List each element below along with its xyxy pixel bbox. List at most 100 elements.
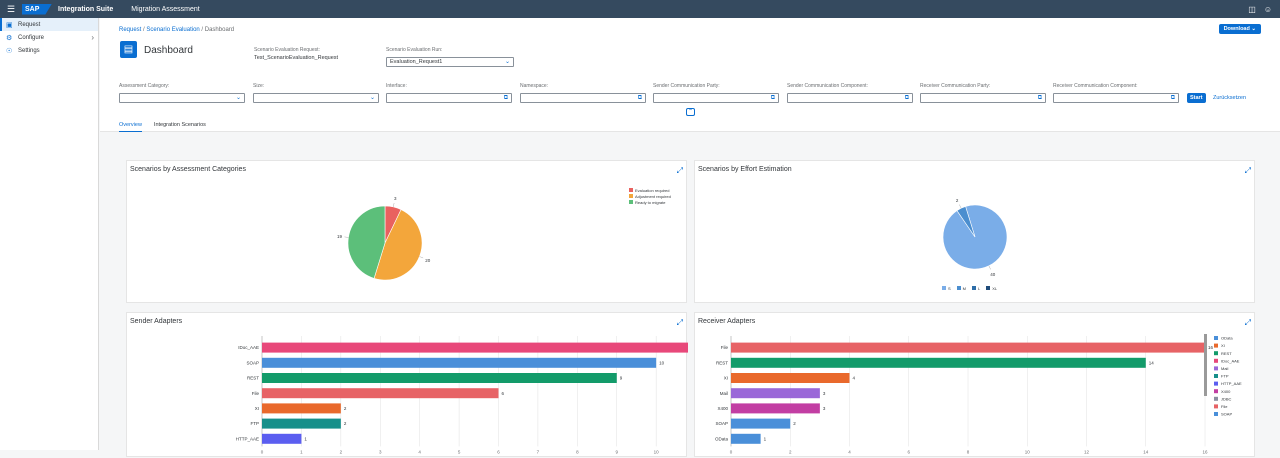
interface-input[interactable]: ⧉: [386, 93, 512, 103]
document-icon: ▣: [6, 21, 13, 29]
filter-label: Namespace:: [520, 83, 549, 89]
filter-label: Receiver Communication Party:: [920, 83, 991, 89]
page-header: Request / Scenario Evaluation / Dashboar…: [100, 18, 1280, 132]
y-tick-label: File: [721, 345, 729, 350]
bar: [731, 433, 761, 444]
value-help-icon[interactable]: ⧉: [1037, 95, 1042, 101]
reset-link[interactable]: Zurücksetzen: [1213, 95, 1247, 101]
filter-label: Size:: [253, 83, 265, 89]
expand-icon[interactable]: ⤢: [1244, 166, 1251, 175]
sidebar-item-configure[interactable]: ⚙ Configure ›: [0, 31, 98, 44]
x-tick-label: 8: [967, 449, 970, 454]
chevron-down-icon[interactable]: ⌄: [504, 59, 510, 65]
app-title: Migration Assessment: [131, 5, 200, 13]
legend-label: XL: [992, 285, 998, 291]
legend-item: L: [972, 285, 980, 291]
x-tick-label: 9: [615, 449, 618, 454]
bar: [731, 357, 1146, 368]
legend-item: M: [956, 285, 966, 291]
filter-receiver-component: Receiver Communication Component: ⧉: [1053, 83, 1179, 103]
expand-icon[interactable]: ⤢: [1244, 318, 1251, 327]
legend-swatch: [1214, 351, 1218, 356]
legend-label: SOAP: [1221, 412, 1232, 417]
leader-line: [344, 236, 349, 238]
chevron-down-icon[interactable]: ⌄: [369, 95, 375, 101]
legend-swatch: [1214, 358, 1218, 363]
card-title: Sender Adapters: [130, 318, 183, 325]
value-help-icon[interactable]: ⧉: [503, 95, 508, 101]
sidebar-item-label: Configure: [18, 34, 45, 41]
sender-party-input[interactable]: ⧉: [653, 93, 779, 103]
filter-interface: Interface: ⧉: [386, 83, 512, 103]
value-help-icon[interactable]: ⧉: [904, 95, 909, 101]
start-button[interactable]: Start: [1187, 93, 1206, 103]
configure-icon: ⚙: [6, 34, 13, 42]
tab-integration-scenarios[interactable]: Integration Scenarios: [153, 122, 206, 128]
receiver-component-input[interactable]: ⧉: [1053, 93, 1179, 103]
y-tick-label: REST: [247, 376, 259, 381]
breadcrumb-current: Dashboard: [204, 27, 235, 33]
legend-item: Ready to migrate: [629, 199, 671, 205]
chevron-down-icon[interactable]: ⌄: [235, 95, 241, 101]
leader-line: [959, 204, 962, 209]
breadcrumb-scenario-evaluation[interactable]: Scenario Evaluation: [146, 27, 200, 33]
filter-label: Receiver Communication Component:: [1053, 83, 1138, 89]
size-select[interactable]: ⌄: [253, 93, 379, 103]
legend-label: HTTP_AAE: [1221, 381, 1242, 386]
legend-swatch: [1214, 412, 1218, 416]
expand-icon[interactable]: ⤢: [676, 318, 683, 327]
card-title: Scenarios by Effort Estimation: [698, 166, 792, 173]
x-tick-label: 10: [654, 449, 660, 454]
legend-item: XL: [986, 285, 997, 291]
legend-swatch: [1214, 343, 1218, 348]
chevron-right-icon[interactable]: ›: [91, 33, 94, 42]
x-tick-label: 10: [1025, 449, 1031, 454]
filter-sender-party: Sender Communication Party: ⧉: [653, 83, 779, 103]
user-icon[interactable]: ☺: [1263, 4, 1272, 14]
download-button[interactable]: Download ⌄: [1218, 24, 1261, 34]
value-help-icon[interactable]: ⧉: [770, 95, 775, 101]
y-tick-label: OData: [715, 436, 729, 441]
menu-icon[interactable]: ☰: [6, 3, 16, 14]
data-label: 1: [304, 436, 307, 441]
value-help-icon[interactable]: ⧉: [637, 95, 642, 101]
collapse-filters-icon[interactable]: ⌃: [686, 108, 695, 116]
legend-effort: S M L XL: [942, 285, 997, 291]
sidebar-item-request[interactable]: ▣ Request: [0, 18, 98, 31]
legend-label: OData: [1221, 336, 1233, 341]
breadcrumb-request[interactable]: Request: [119, 27, 142, 33]
page-title: Dashboard: [144, 45, 193, 56]
data-label: 16: [1208, 345, 1214, 350]
legend-label: FTP: [1221, 374, 1229, 379]
legend-swatch: [1214, 389, 1218, 394]
x-tick-label: 12: [1084, 449, 1090, 454]
y-tick-label: XI: [255, 406, 259, 411]
y-tick-label: SOAP: [246, 360, 259, 365]
x-tick-label: 8: [576, 449, 579, 454]
legend-label: IDoc_AAE: [1221, 358, 1240, 363]
namespace-input[interactable]: ⧉: [520, 93, 646, 103]
legend-label: Adjustment required: [635, 193, 671, 199]
leader-line: [419, 256, 424, 259]
receiver-party-input[interactable]: ⧉: [920, 93, 1046, 103]
sap-logo[interactable]: SAP: [22, 3, 52, 15]
filter-label: Assessment Category:: [119, 83, 170, 89]
sidebar-item-settings[interactable]: ☉ Settings: [0, 44, 98, 57]
sender-component-input[interactable]: ⧉: [787, 93, 913, 103]
run-field: Scenario Evaluation Run: Evaluation_Requ…: [386, 47, 514, 67]
bar: [262, 357, 657, 368]
pie-slice: [347, 205, 386, 279]
legend-label: REST: [1221, 351, 1232, 356]
run-select[interactable]: Evaluation_Request1 ⌄: [386, 57, 514, 67]
y-tick-label: REST: [716, 360, 728, 365]
data-label: 10: [659, 360, 665, 365]
legend-label: XI: [1221, 343, 1225, 348]
y-tick-label: SOAP: [715, 421, 728, 426]
legend-swatch: [629, 194, 633, 198]
expand-icon[interactable]: ⤢: [676, 166, 683, 175]
value-help-icon[interactable]: ⧉: [1170, 95, 1175, 101]
notifications-icon[interactable]: ◫: [1248, 4, 1256, 14]
tab-overview[interactable]: Overview: [119, 122, 142, 132]
assessment-category-select[interactable]: ⌄: [119, 93, 245, 103]
y-tick-label: X400: [717, 406, 728, 411]
